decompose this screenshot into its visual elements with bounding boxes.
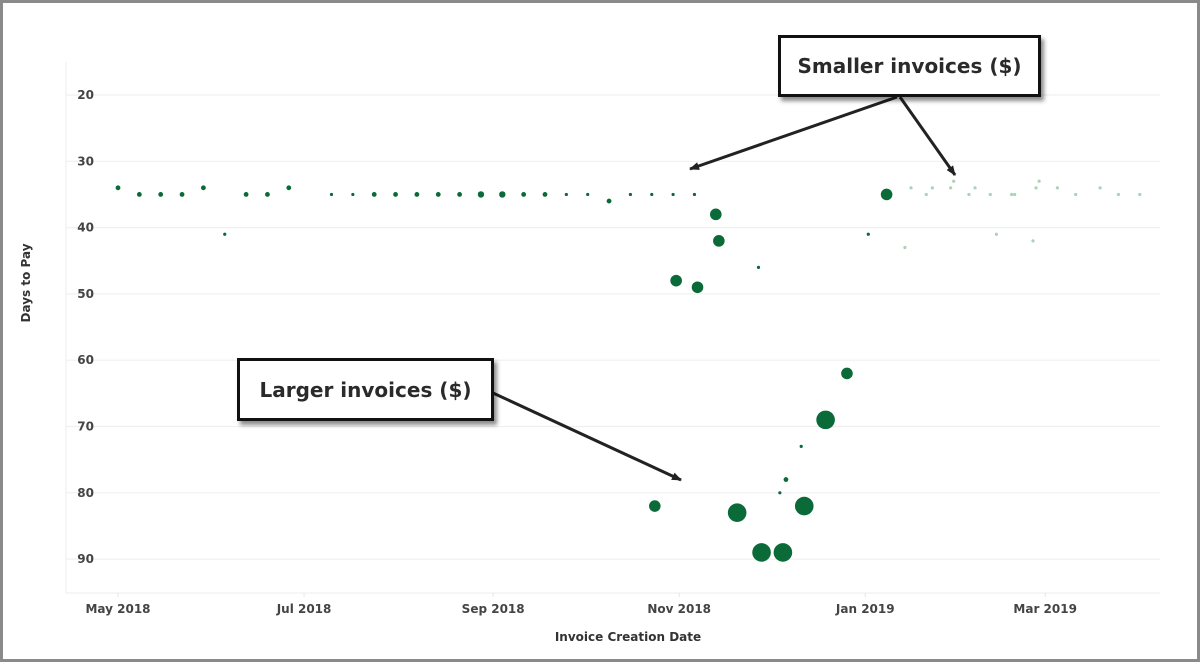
- data-point: [136, 192, 142, 197]
- data-point: [1031, 239, 1035, 243]
- data-point: [783, 477, 789, 482]
- data-point: [371, 192, 377, 197]
- data-point: [773, 543, 793, 562]
- data-point: [351, 192, 355, 197]
- data-point: [1055, 186, 1059, 190]
- y-tick-label: 70: [77, 420, 94, 434]
- data-point: [158, 192, 164, 197]
- data-point: [691, 281, 704, 294]
- data-point: [499, 191, 506, 198]
- data-point: [1074, 192, 1078, 197]
- y-tick-label: 20: [77, 88, 94, 102]
- y-tick-label: 30: [77, 154, 94, 168]
- data-point: [435, 192, 441, 197]
- data-point: [223, 232, 227, 236]
- data-point: [393, 192, 398, 197]
- data-point: [930, 186, 934, 190]
- data-point: [243, 192, 249, 197]
- data-point: [115, 185, 121, 191]
- data-point: [756, 265, 761, 269]
- data-point: [1013, 192, 1017, 197]
- data-point: [799, 444, 803, 448]
- y-tick-label: 50: [77, 287, 94, 301]
- data-point: [1010, 192, 1014, 197]
- data-point: [924, 192, 928, 197]
- data-point: [866, 232, 870, 236]
- data-point: [727, 503, 747, 522]
- data-point: [903, 245, 907, 250]
- data-point: [967, 192, 971, 197]
- arrow-smaller-left: [689, 95, 898, 171]
- x-axis-title: Invoice Creation Date: [555, 630, 701, 644]
- x-tick-label: Jan 2019: [835, 602, 895, 616]
- data-point: [521, 192, 527, 197]
- data-point: [952, 179, 956, 183]
- x-tick-label: Nov 2018: [647, 602, 711, 616]
- y-tick-label: 40: [77, 221, 94, 235]
- data-point: [816, 410, 835, 430]
- x-tick-label: Mar 2019: [1013, 602, 1077, 616]
- y-tick-labels: 20 30 40 50 60 70 80 90: [77, 88, 94, 566]
- data-point: [329, 192, 334, 197]
- data-point: [265, 192, 270, 197]
- x-tick-labels: May 2018 Jul 2018 Sep 2018 Nov 2018 Jan 2019…: [85, 593, 1077, 616]
- data-point: [586, 192, 590, 197]
- y-axis-title: Days to Pay: [19, 243, 33, 322]
- data-point: [1037, 179, 1041, 183]
- data-point: [1138, 192, 1142, 197]
- data-point: [1116, 192, 1120, 197]
- data-point: [752, 543, 771, 562]
- data-point: [414, 192, 420, 197]
- x-tick-label: Sep 2018: [462, 602, 525, 616]
- data-point: [909, 186, 913, 190]
- data-point: [713, 235, 725, 247]
- y-tick-label: 60: [77, 353, 94, 367]
- gridlines: [66, 94, 1160, 560]
- data-point: [1034, 186, 1038, 190]
- data-point: [542, 192, 548, 197]
- data-point: [794, 496, 814, 516]
- data-point: [649, 500, 661, 512]
- data-point: [477, 191, 485, 198]
- callout-smaller-invoices: Smaller invoices ($): [778, 35, 1041, 97]
- x-tick-label: Jul 2018: [276, 602, 332, 616]
- data-point: [201, 185, 206, 191]
- data-point: [606, 198, 612, 204]
- data-point: [650, 192, 654, 197]
- data-point: [564, 192, 568, 197]
- data-point: [457, 192, 462, 197]
- data-point: [179, 192, 185, 197]
- data-point: [1098, 186, 1102, 190]
- data-point: [286, 185, 292, 191]
- data-point: [973, 186, 977, 190]
- y-tick-label: 90: [77, 552, 94, 566]
- data-point: [880, 188, 893, 201]
- x-tick-label: May 2018: [85, 602, 150, 616]
- arrow-smaller-right: [898, 96, 957, 176]
- y-tick-label: 80: [77, 486, 94, 500]
- data-point: [670, 274, 682, 287]
- arrow-larger: [492, 391, 682, 482]
- data-point: [994, 232, 999, 236]
- data-points: [115, 179, 1142, 562]
- data-point: [778, 491, 782, 495]
- data-point: [628, 192, 633, 197]
- data-point: [949, 186, 953, 190]
- data-point: [988, 192, 992, 197]
- data-point: [671, 192, 675, 197]
- data-point: [710, 208, 722, 221]
- data-point: [692, 192, 697, 197]
- data-point: [841, 367, 853, 380]
- callout-larger-invoices: Larger invoices ($): [237, 358, 494, 421]
